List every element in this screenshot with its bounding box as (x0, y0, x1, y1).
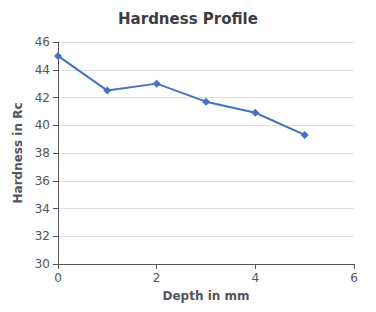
svg-text:4: 4 (252, 271, 260, 285)
svg-text:2: 2 (153, 271, 161, 285)
svg-text:34: 34 (35, 202, 50, 216)
svg-text:6: 6 (350, 271, 358, 285)
svg-text:32: 32 (35, 229, 50, 243)
svg-text:30: 30 (35, 257, 50, 271)
svg-text:38: 38 (35, 146, 50, 160)
svg-text:0: 0 (54, 271, 62, 285)
svg-text:36: 36 (35, 174, 50, 188)
svg-text:Hardness in Rc: Hardness in Rc (11, 103, 25, 204)
svg-text:42: 42 (35, 91, 50, 105)
svg-text:Hardness Profile: Hardness Profile (118, 10, 258, 28)
svg-text:44: 44 (35, 63, 50, 77)
svg-text:40: 40 (35, 118, 50, 132)
svg-text:Depth in mm: Depth in mm (163, 289, 250, 303)
svg-text:46: 46 (35, 35, 50, 49)
